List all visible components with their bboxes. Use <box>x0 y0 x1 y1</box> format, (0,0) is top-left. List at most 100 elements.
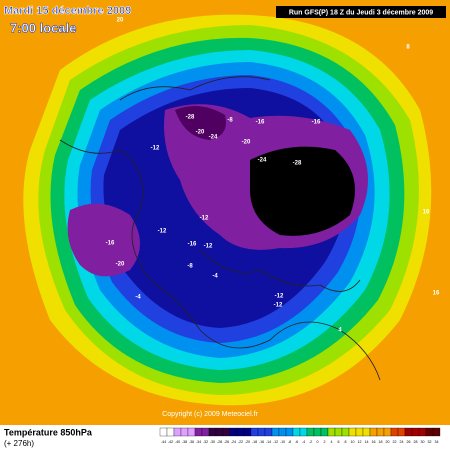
scale-swatch <box>306 427 315 437</box>
contour-label: -8 <box>187 264 193 270</box>
scale-label: 10 <box>351 440 355 444</box>
scale-label: -38 <box>182 440 187 444</box>
contour-label: 8 <box>406 45 410 51</box>
scale-label: -24 <box>231 440 236 444</box>
contour-label: -16 <box>188 242 197 248</box>
scale-label: 2 <box>324 440 326 444</box>
scale-swatch <box>348 427 357 437</box>
scale-swatch <box>187 427 196 437</box>
scale-label: 14 <box>365 440 369 444</box>
scale-label: 12 <box>358 440 362 444</box>
contour-label: -24 <box>258 158 267 164</box>
scale-swatch <box>369 427 378 437</box>
scale-label: 18 <box>379 440 383 444</box>
contour-label: -4 <box>212 274 218 280</box>
scale-label: -26 <box>224 440 229 444</box>
scale-swatch <box>355 427 364 437</box>
scale-swatch <box>292 427 301 437</box>
contour-label: -12 <box>151 146 160 152</box>
scale-swatch <box>285 427 294 437</box>
scale-label: -18 <box>252 440 257 444</box>
scale-label: -20 <box>245 440 250 444</box>
scale-label: 8 <box>345 440 347 444</box>
contour-label: -12 <box>274 303 283 309</box>
lead-time: (+ 276h) <box>4 439 34 448</box>
run-info: Run GFS(P) 18 Z du Jeudi 3 décembre 2009 <box>289 9 433 16</box>
scale-label: 28 <box>414 440 418 444</box>
contour-label: -24 <box>209 135 218 141</box>
scale-swatch <box>334 427 343 437</box>
scale-swatch <box>264 427 273 437</box>
scale-label: -4 <box>302 440 305 444</box>
scale-swatch <box>180 427 189 437</box>
contour-label: -28 <box>293 161 302 167</box>
scale-label: -32 <box>203 440 208 444</box>
scale-swatch <box>208 427 217 437</box>
scale-label: 4 <box>331 440 333 444</box>
scale-label: -34 <box>196 440 201 444</box>
scale-swatch <box>236 427 245 437</box>
scale-label: 16 <box>372 440 376 444</box>
scale-swatch <box>341 427 350 437</box>
scale-label: -28 <box>217 440 222 444</box>
forecast-date: Mardi 15 décembre 2009 <box>4 5 131 17</box>
copyright: Copyright (c) 2009 Meteociel.fr <box>162 411 258 418</box>
scale-label: -40 <box>175 440 180 444</box>
contour-label: -12 <box>204 244 213 250</box>
contour-label: -20 <box>196 130 205 136</box>
contour-labels: -28 -20 -24 -16 -20 -24 -28 -16 -12 -8 -12 -16 -20 -1… <box>106 18 440 334</box>
scale-label: -6 <box>295 440 298 444</box>
scale-swatch <box>411 427 420 437</box>
scale-label: 34 <box>435 440 439 444</box>
scale-swatch <box>222 427 231 437</box>
scale-label: -16 <box>259 440 264 444</box>
local-time: 7:00 locale <box>10 20 77 35</box>
scale-swatch <box>376 427 385 437</box>
scale-label: -12 <box>273 440 278 444</box>
scale-swatch <box>257 427 266 437</box>
temperature-field <box>23 14 432 406</box>
contour-label: -16 <box>106 241 115 247</box>
scale-label: 26 <box>407 440 411 444</box>
scale-swatch <box>278 427 287 437</box>
scale-label: -10 <box>280 440 285 444</box>
contour-label: -8 <box>227 118 233 124</box>
scale-swatch <box>229 427 238 437</box>
scale-swatch <box>425 427 434 437</box>
scale-label: -30 <box>210 440 215 444</box>
color-scale: -44 -42 -40 -38 -36 -34 -32 -30 -28 -26 -24 -22 -20-… <box>159 427 441 444</box>
scale-swatch <box>250 427 259 437</box>
contour-label: -12 <box>275 294 284 300</box>
scale-label: 22 <box>393 440 397 444</box>
contour-label: -12 <box>200 216 209 222</box>
contour-label: -20 <box>242 140 251 146</box>
scale-label: 6 <box>338 440 340 444</box>
scale-label: -36 <box>189 440 194 444</box>
scale-label: 32 <box>428 440 432 444</box>
contour-label: -20 <box>116 262 125 268</box>
scale-swatch <box>173 427 182 437</box>
contour-label: -16 <box>312 120 321 126</box>
scale-label: 24 <box>400 440 404 444</box>
scale-label: -22 <box>238 440 243 444</box>
contour-label: 4 <box>338 328 342 334</box>
scale-label: 0 <box>317 440 319 444</box>
scale-label: -42 <box>168 440 173 444</box>
scale-swatch <box>201 427 210 437</box>
scale-swatch <box>243 427 252 437</box>
scale-swatch <box>397 427 406 437</box>
scale-swatch <box>313 427 322 437</box>
scale-label: -14 <box>266 440 271 444</box>
scale-swatch <box>404 427 413 437</box>
scale-swatch <box>215 427 224 437</box>
scale-label: -8 <box>288 440 291 444</box>
contour-label: -16 <box>256 120 265 126</box>
scale-swatch <box>320 427 329 437</box>
scale-swatch <box>327 427 336 437</box>
contour-label: -12 <box>158 229 167 235</box>
scale-swatch <box>432 427 441 437</box>
run-box <box>276 6 446 18</box>
coastlines <box>59 76 381 381</box>
scale-label: 20 <box>386 440 390 444</box>
